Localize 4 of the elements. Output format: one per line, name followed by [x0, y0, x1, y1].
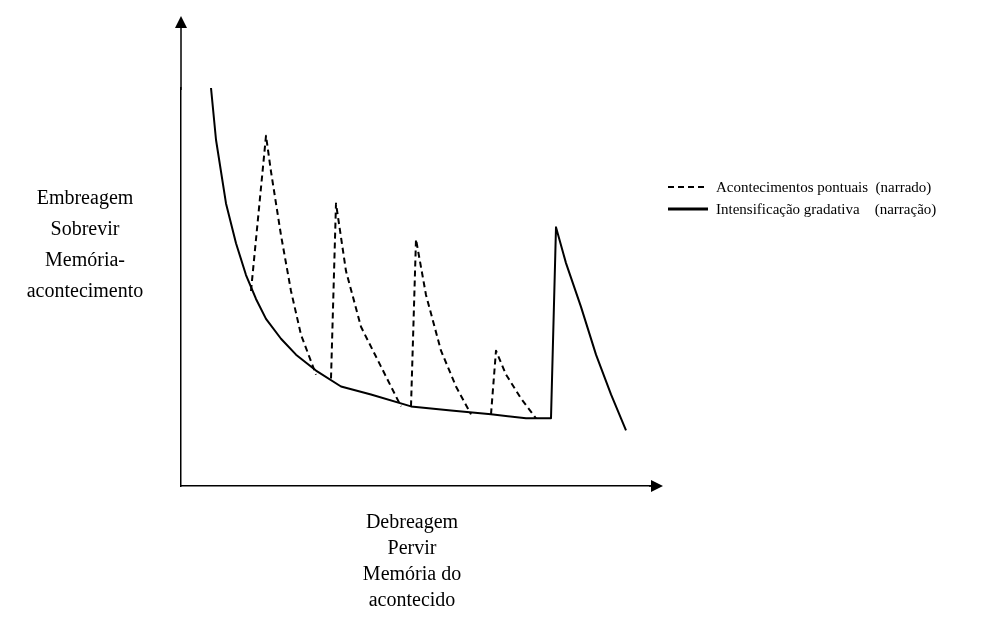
x-axis-title: Debreagem Pervir Memória do acontecido	[361, 509, 463, 612]
legend-label: Acontecimentos pontuais (narrado)	[716, 178, 932, 196]
legend-label: Intensificação gradativa (narração)	[716, 200, 937, 218]
y-axis-title: Embreagem Sobrevir Memória- acontecimento	[25, 185, 145, 303]
